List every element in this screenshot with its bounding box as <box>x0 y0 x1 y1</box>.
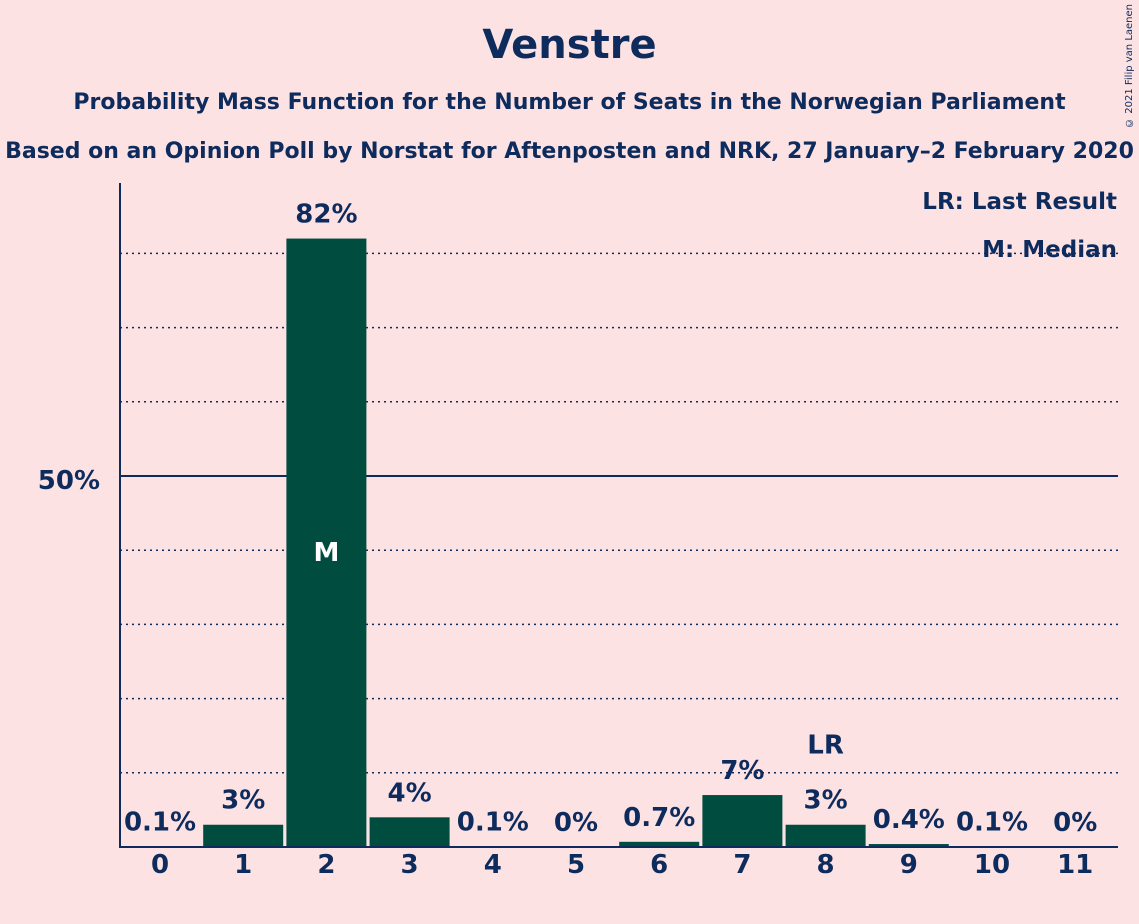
x-tick-label: 6 <box>650 850 668 880</box>
x-tick-label: 4 <box>484 850 502 880</box>
data-label: 82% <box>295 200 357 230</box>
gridlines <box>120 252 1118 774</box>
data-label: 0.1% <box>124 807 196 837</box>
x-tick-label: 8 <box>817 850 835 880</box>
last-result-mark: LR <box>807 731 844 761</box>
data-label: 3% <box>804 786 848 816</box>
bar <box>785 824 866 847</box>
x-tick-label: 0 <box>151 850 169 880</box>
x-tick-label: 7 <box>733 850 751 880</box>
chart-title: Venstre <box>482 22 657 68</box>
x-tick-label: 11 <box>1057 850 1093 880</box>
data-label: 0% <box>1053 808 1097 838</box>
data-label: 0.7% <box>623 803 695 833</box>
x-tick-label: 2 <box>317 850 335 880</box>
data-label: 0.1% <box>956 807 1028 837</box>
data-label: 0% <box>554 808 598 838</box>
data-label: 0.4% <box>873 805 945 835</box>
chart-subtitle-2: Based on an Opinion Poll by Norstat for … <box>5 139 1134 164</box>
bars <box>120 238 1032 847</box>
legend-entry: LR: Last Result <box>922 189 1117 215</box>
chart-subtitle-1: Probability Mass Function for the Number… <box>73 90 1066 115</box>
x-tick-label: 5 <box>567 850 585 880</box>
bar <box>369 817 450 847</box>
bar <box>286 238 367 847</box>
bar <box>702 795 783 847</box>
bar <box>203 824 284 847</box>
data-label: 3% <box>221 786 265 816</box>
x-tick-label: 9 <box>900 850 918 880</box>
data-label: 4% <box>388 778 432 808</box>
x-tick-label: 1 <box>234 850 252 880</box>
data-label: 0.1% <box>457 807 529 837</box>
bar <box>619 841 700 847</box>
x-tick-label: 3 <box>401 850 419 880</box>
labels: 0.1% 3% 82% 4% 0.1% 0% 0.7% 7% 3% 0.4% 0.1% 0% M LR <box>124 200 1097 838</box>
data-label: 7% <box>720 756 764 786</box>
legend-entry: M: Median <box>982 237 1117 263</box>
legend: LR: Last Result M: Median <box>922 189 1117 263</box>
axes: 50% 0 1 2 3 4 5 6 7 8 9 10 11 <box>38 183 1118 880</box>
y-tick-label: 50% <box>38 466 100 496</box>
median-mark: M <box>313 538 339 568</box>
x-tick-label: 10 <box>974 850 1010 880</box>
bar <box>868 844 949 847</box>
